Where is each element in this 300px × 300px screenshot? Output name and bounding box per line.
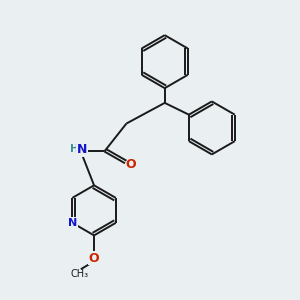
- Text: O: O: [125, 158, 136, 171]
- Text: O: O: [89, 252, 99, 265]
- Text: H: H: [70, 144, 79, 154]
- Text: N: N: [77, 143, 88, 157]
- Text: CH₃: CH₃: [70, 269, 88, 279]
- Text: N: N: [68, 218, 77, 228]
